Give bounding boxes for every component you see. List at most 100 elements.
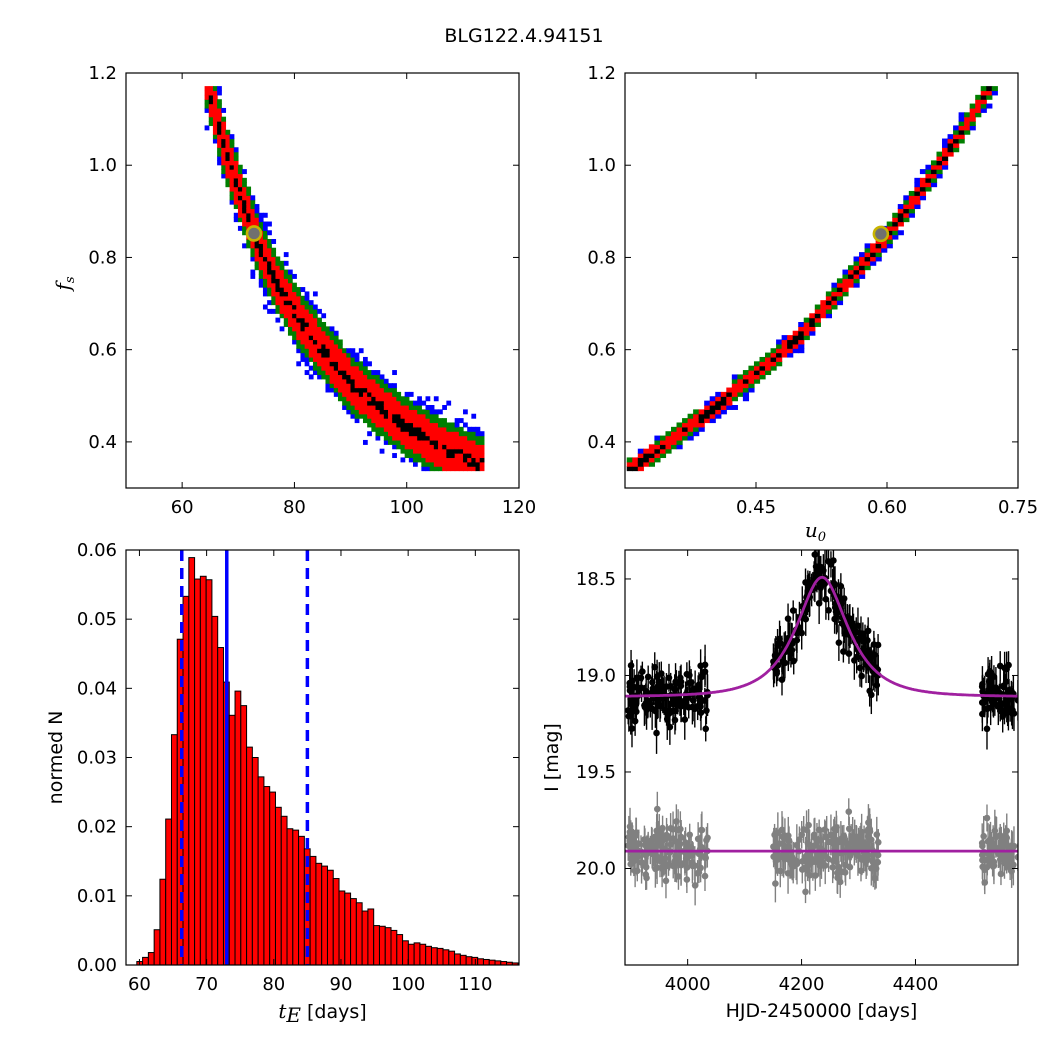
cell-2sigma [262,252,268,258]
cell-3sigma [217,151,222,157]
cell-4sigma [417,396,422,402]
cell-2sigma [317,343,322,349]
cell-2sigma [308,352,314,358]
cell-4sigma [442,405,447,410]
cell-2sigma [383,400,389,406]
cell-2sigma [429,422,435,428]
histogram-bar [390,929,398,965]
cell-1sigma [792,335,799,341]
cell-3sigma [262,278,268,284]
cell-2sigma [908,199,915,205]
cell-2sigma [321,361,327,367]
cell-3sigma [379,431,385,437]
cell-2sigma [413,418,418,424]
cell-3sigma [454,426,460,432]
cell-1sigma [275,278,281,284]
cell-3sigma [267,287,272,293]
cell-4sigma [458,418,464,424]
cell-2sigma [942,160,949,166]
cell-2sigma [809,313,816,319]
cell-2sigma [847,269,855,275]
cell-1sigma [367,400,372,406]
cell-2sigma [870,243,877,249]
cell-4sigma [317,374,322,380]
cell-2sigma [396,426,402,432]
cell-2sigma [400,431,406,437]
cell-2sigma [908,204,915,210]
cell-3sigma [246,239,252,244]
histogram-bar [234,690,242,965]
cell-2sigma [204,90,210,96]
cell-3sigma [304,300,310,306]
cell-1sigma [329,361,335,367]
posterior-cells [626,86,998,472]
data-point [667,841,675,848]
cell-2sigma [400,439,406,445]
cell-3sigma [753,378,761,384]
histogram-bar [309,855,317,965]
cell-2sigma [454,453,460,459]
cell-3sigma [421,461,427,467]
cell-2sigma [643,461,650,467]
cell-3sigma [312,361,318,367]
cell-2sigma [429,435,435,441]
cell-4sigma [212,138,218,144]
cell-2sigma [687,418,694,424]
cell-2sigma [421,453,427,459]
cell-3sigma [283,273,289,279]
cell-1sigma [383,413,389,419]
cell-2sigma [450,439,456,445]
cell-2sigma [479,453,485,459]
cell-2sigma [425,422,431,428]
cell-2sigma [325,335,331,341]
cell-2sigma [254,221,260,227]
histogram-bar [246,746,253,965]
cell-3sigma [379,426,385,432]
cell-1sigma [864,256,871,262]
cell-2sigma [296,304,302,310]
cell-4sigma [250,256,256,262]
cell-2sigma [632,457,639,463]
cell-2sigma [246,195,252,201]
cell-3sigma [964,112,971,118]
cell-2sigma [693,418,700,424]
cell-2sigma [897,221,904,227]
cell-1sigma [753,370,761,376]
cell-2sigma [820,308,827,314]
histogram-bar [425,945,432,965]
cell-1sigma [267,265,272,271]
cell-1sigma [953,138,960,144]
cell-4sigma [279,326,285,332]
cell-2sigma [388,413,393,419]
cell-1sigma [367,391,372,397]
cell-2sigma [325,361,331,367]
cell-2sigma [450,457,456,463]
cell-4sigma [897,204,904,210]
cell-3sigma [279,313,285,319]
cell-1sigma [986,86,993,92]
cell-2sigma [400,413,406,419]
histogram-bar [355,902,363,965]
cell-3sigma [279,265,285,271]
cell-2sigma [225,138,231,144]
cell-2sigma [217,142,222,148]
cell-4sigma [930,182,938,188]
cell-4sigma [237,225,243,231]
cell-3sigma [417,409,422,415]
cell-2sigma [346,356,352,362]
cell-2sigma [781,352,788,358]
cell-3sigma [803,317,810,323]
cell-1sigma [304,322,310,327]
cell-4sigma [312,370,318,376]
cell-2sigma [803,326,810,332]
cell-4sigma [242,169,247,175]
cell-2sigma [659,448,667,454]
cell-2sigma [312,322,318,327]
cell-2sigma [283,304,289,310]
cell-4sigma [304,370,310,376]
cell-1sigma [643,457,650,463]
cell-4sigma [254,208,260,214]
cell-2sigma [947,138,954,144]
data-point [638,684,645,692]
cell-4sigma [831,282,838,288]
